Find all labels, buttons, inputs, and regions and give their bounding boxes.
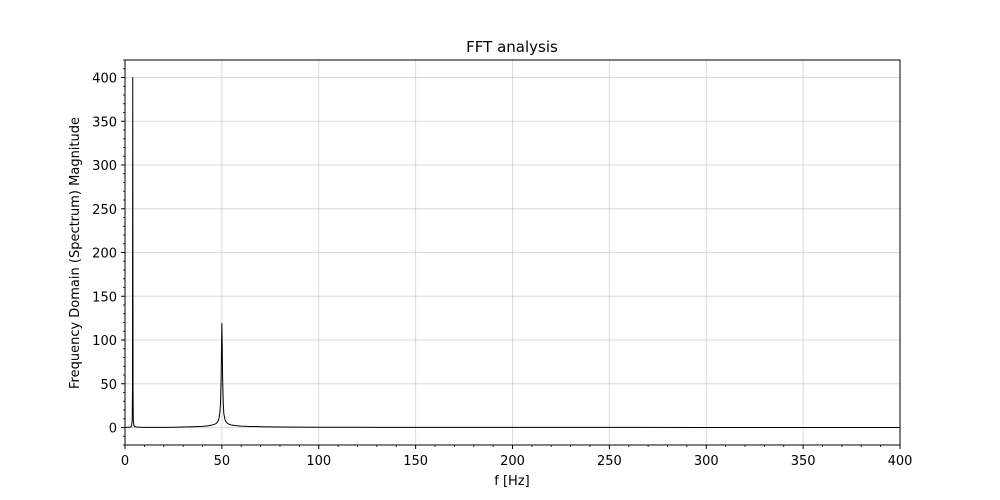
- spectrum-line: [124, 77, 900, 428]
- major-ticks: [121, 77, 901, 449]
- tick-labels: 0 50 100 150 200 250 300 350 400 0 50 100 150 200 250 3…: [92, 72, 912, 470]
- chart-title: FFT analysis: [466, 38, 558, 56]
- y-tick-label: 150: [92, 290, 117, 305]
- x-tick-label: 150: [403, 454, 428, 469]
- minor-ticks: [123, 59, 882, 447]
- y-tick-label: 0: [109, 422, 117, 437]
- x-tick-label: 300: [694, 454, 719, 469]
- x-tick-label: 100: [306, 454, 331, 469]
- x-tick-label: 50: [214, 454, 231, 469]
- y-tick-label: 50: [100, 378, 117, 393]
- y-tick-label: 350: [92, 115, 117, 130]
- plot-frame: [124, 59, 901, 446]
- y-tick-label: 250: [92, 203, 117, 218]
- y-tick-label: 200: [92, 247, 117, 262]
- x-tick-label: 400: [888, 454, 913, 469]
- y-tick-label: 300: [92, 159, 117, 174]
- grid-lines: [124, 60, 901, 445]
- x-tick-label: 350: [791, 454, 816, 469]
- x-tick-label: 200: [500, 454, 525, 469]
- series-layer: [124, 77, 900, 428]
- y-axis-label: Frequency Domain (Spectrum) Magnitude: [68, 117, 83, 389]
- x-axis-label: f [Hz]: [494, 474, 529, 489]
- x-tick-label: 250: [597, 454, 622, 469]
- y-tick-label: 100: [92, 334, 117, 349]
- y-tick-label: 400: [92, 72, 117, 87]
- x-tick-label: 0: [121, 454, 129, 469]
